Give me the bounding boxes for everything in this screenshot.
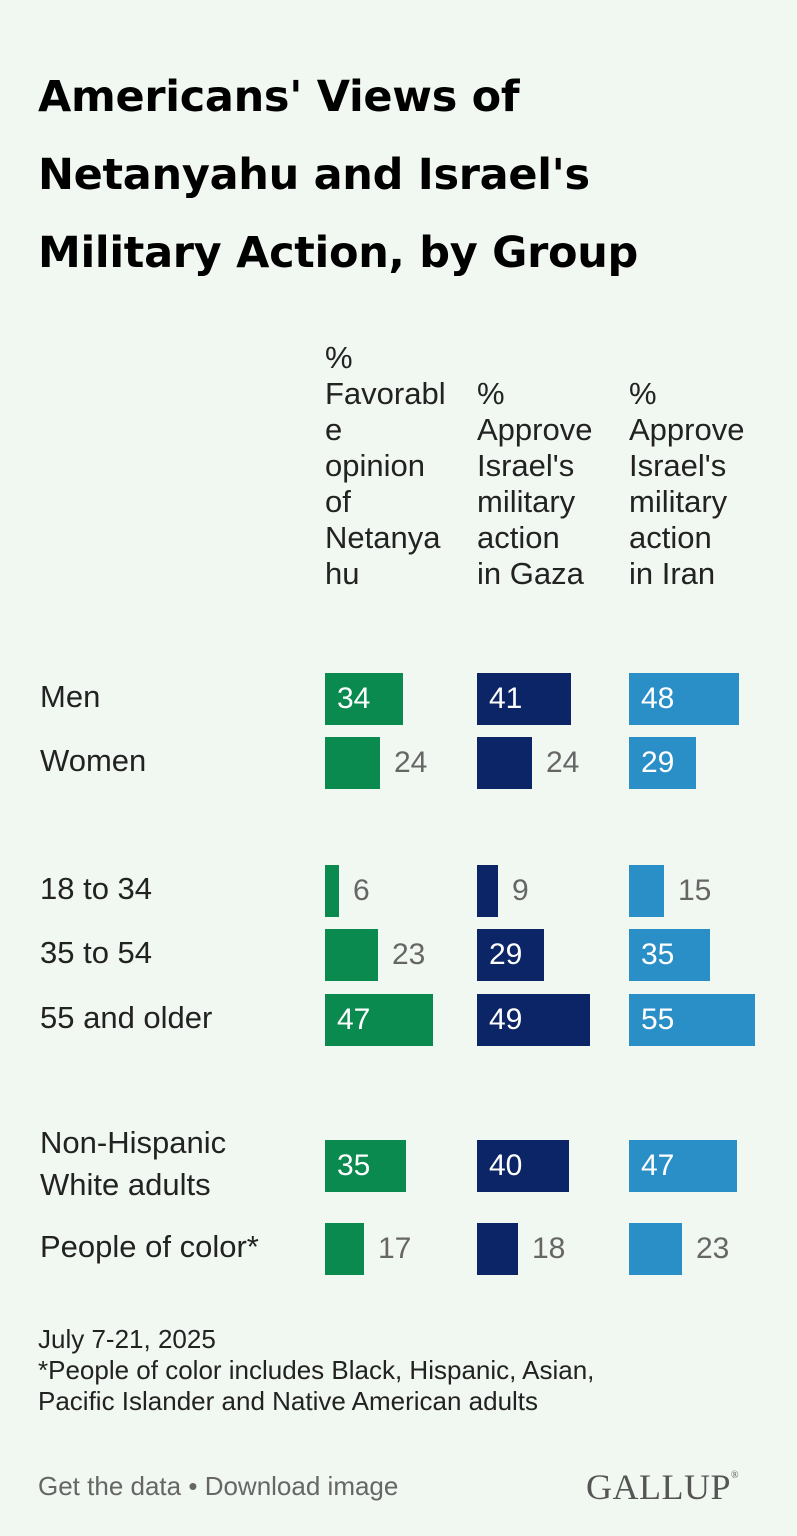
title-line: Military Action, by Group	[38, 228, 639, 278]
bar	[325, 737, 380, 789]
footnote: July 7-21, 2025 *People of color include…	[38, 1324, 778, 1417]
data-label: 9	[512, 874, 529, 907]
data-label: 18	[532, 1232, 566, 1265]
row-label-line: People of color*	[40, 1229, 259, 1264]
chart-title: Americans' Views of Netanyahu and Israel…	[38, 58, 738, 292]
data-label: 29	[489, 938, 523, 971]
column-header-1: % Favorabl e opinion of Netanya hu	[325, 340, 446, 592]
column-header-line: military	[477, 484, 576, 519]
download-image-link[interactable]: Download image	[204, 1471, 399, 1501]
bar	[477, 994, 590, 1046]
bar	[325, 929, 378, 981]
bar	[477, 737, 532, 789]
data-label: 34	[337, 682, 371, 715]
logo-trademark: ®	[731, 1470, 740, 1481]
bar	[325, 865, 339, 917]
data-label: 48	[641, 682, 675, 715]
footer-separator: •	[188, 1471, 198, 1501]
bar	[477, 1223, 518, 1275]
data-label: 47	[641, 1149, 675, 1182]
column-header-line: military	[629, 484, 728, 519]
footnote-note: *People of color includes Black, Hispani…	[38, 1355, 595, 1385]
gallup-logo: GALLUP®	[586, 1466, 739, 1508]
column-header-line: Favorabl	[325, 376, 446, 411]
data-label: 23	[696, 1232, 730, 1265]
column-header-line: action	[629, 520, 712, 555]
column-header-3: % Approve Israel's military action in Iran	[629, 376, 744, 592]
data-label: 17	[378, 1232, 412, 1265]
row-label: 35 to 54	[40, 932, 152, 974]
bar	[325, 1223, 364, 1275]
data-label: 15	[678, 874, 712, 907]
column-header-line: Israel's	[629, 448, 727, 483]
column-header-line: opinion	[325, 448, 425, 483]
row-label: 18 to 34	[40, 868, 152, 910]
data-label: 24	[394, 746, 428, 779]
bar	[629, 737, 696, 789]
column-header-line: in Gaza	[477, 556, 584, 591]
row-label: Women	[40, 740, 146, 782]
data-label: 23	[392, 938, 426, 971]
bar	[325, 994, 433, 1046]
bar	[477, 1140, 569, 1192]
bar	[629, 865, 664, 917]
row-label-line: Women	[40, 743, 147, 778]
row-label: Men	[40, 676, 100, 718]
bar	[477, 929, 544, 981]
data-label: 35	[641, 938, 675, 971]
footnote-date: July 7-21, 2025	[38, 1324, 216, 1354]
bar	[629, 673, 739, 725]
get-data-link[interactable]: Get the data	[38, 1471, 182, 1501]
data-label: 24	[546, 746, 580, 779]
bar	[629, 929, 710, 981]
title-line: Netanyahu and Israel's	[38, 150, 590, 200]
row-label-line: Non-Hispanic	[40, 1125, 227, 1160]
row-label: Non-Hispanic White adults	[40, 1122, 226, 1206]
bar	[477, 673, 571, 725]
footer-links: Get the data • Download image	[38, 1471, 398, 1502]
column-header-line: of	[325, 484, 351, 519]
row-label: 55 and older	[40, 997, 212, 1039]
row-label-line: Men	[40, 679, 101, 714]
row-label-line: White adults	[40, 1167, 211, 1202]
column-header-2: % Approve Israel's military action in Gaza	[477, 376, 592, 592]
column-header-line: action	[477, 520, 560, 555]
bar	[325, 1140, 406, 1192]
logo-text: GALLUP	[586, 1467, 731, 1507]
bar	[629, 994, 755, 1046]
bar	[477, 865, 498, 917]
column-header-line: Netanya	[325, 520, 441, 555]
column-header-line: %	[477, 376, 505, 411]
data-label: 47	[337, 1003, 371, 1036]
bar	[325, 673, 403, 725]
data-label: 29	[641, 746, 675, 779]
column-header-line: %	[325, 340, 353, 375]
row-label: People of color*	[40, 1226, 259, 1268]
data-label: 49	[489, 1003, 523, 1036]
row-label-line: 35 to 54	[40, 935, 153, 970]
column-header-line: Approve	[477, 412, 593, 447]
column-header-line: hu	[325, 556, 360, 591]
column-header-line: e	[325, 412, 343, 447]
data-label: 41	[489, 682, 523, 715]
column-header-line: in Iran	[629, 556, 716, 591]
title-line: Americans' Views of	[38, 72, 520, 122]
bar	[629, 1223, 682, 1275]
data-label: 35	[337, 1149, 371, 1182]
column-header-line: Approve	[629, 412, 745, 447]
data-label: 6	[353, 874, 370, 907]
column-header-line: %	[629, 376, 657, 411]
row-label-line: 55 and older	[40, 1000, 213, 1035]
bar	[629, 1140, 737, 1192]
footnote-note: Pacific Islander and Native American adu…	[38, 1386, 539, 1416]
data-label: 40	[489, 1149, 523, 1182]
row-label-line: 18 to 34	[40, 871, 153, 906]
data-label: 55	[641, 1003, 675, 1036]
column-header-line: Israel's	[477, 448, 575, 483]
